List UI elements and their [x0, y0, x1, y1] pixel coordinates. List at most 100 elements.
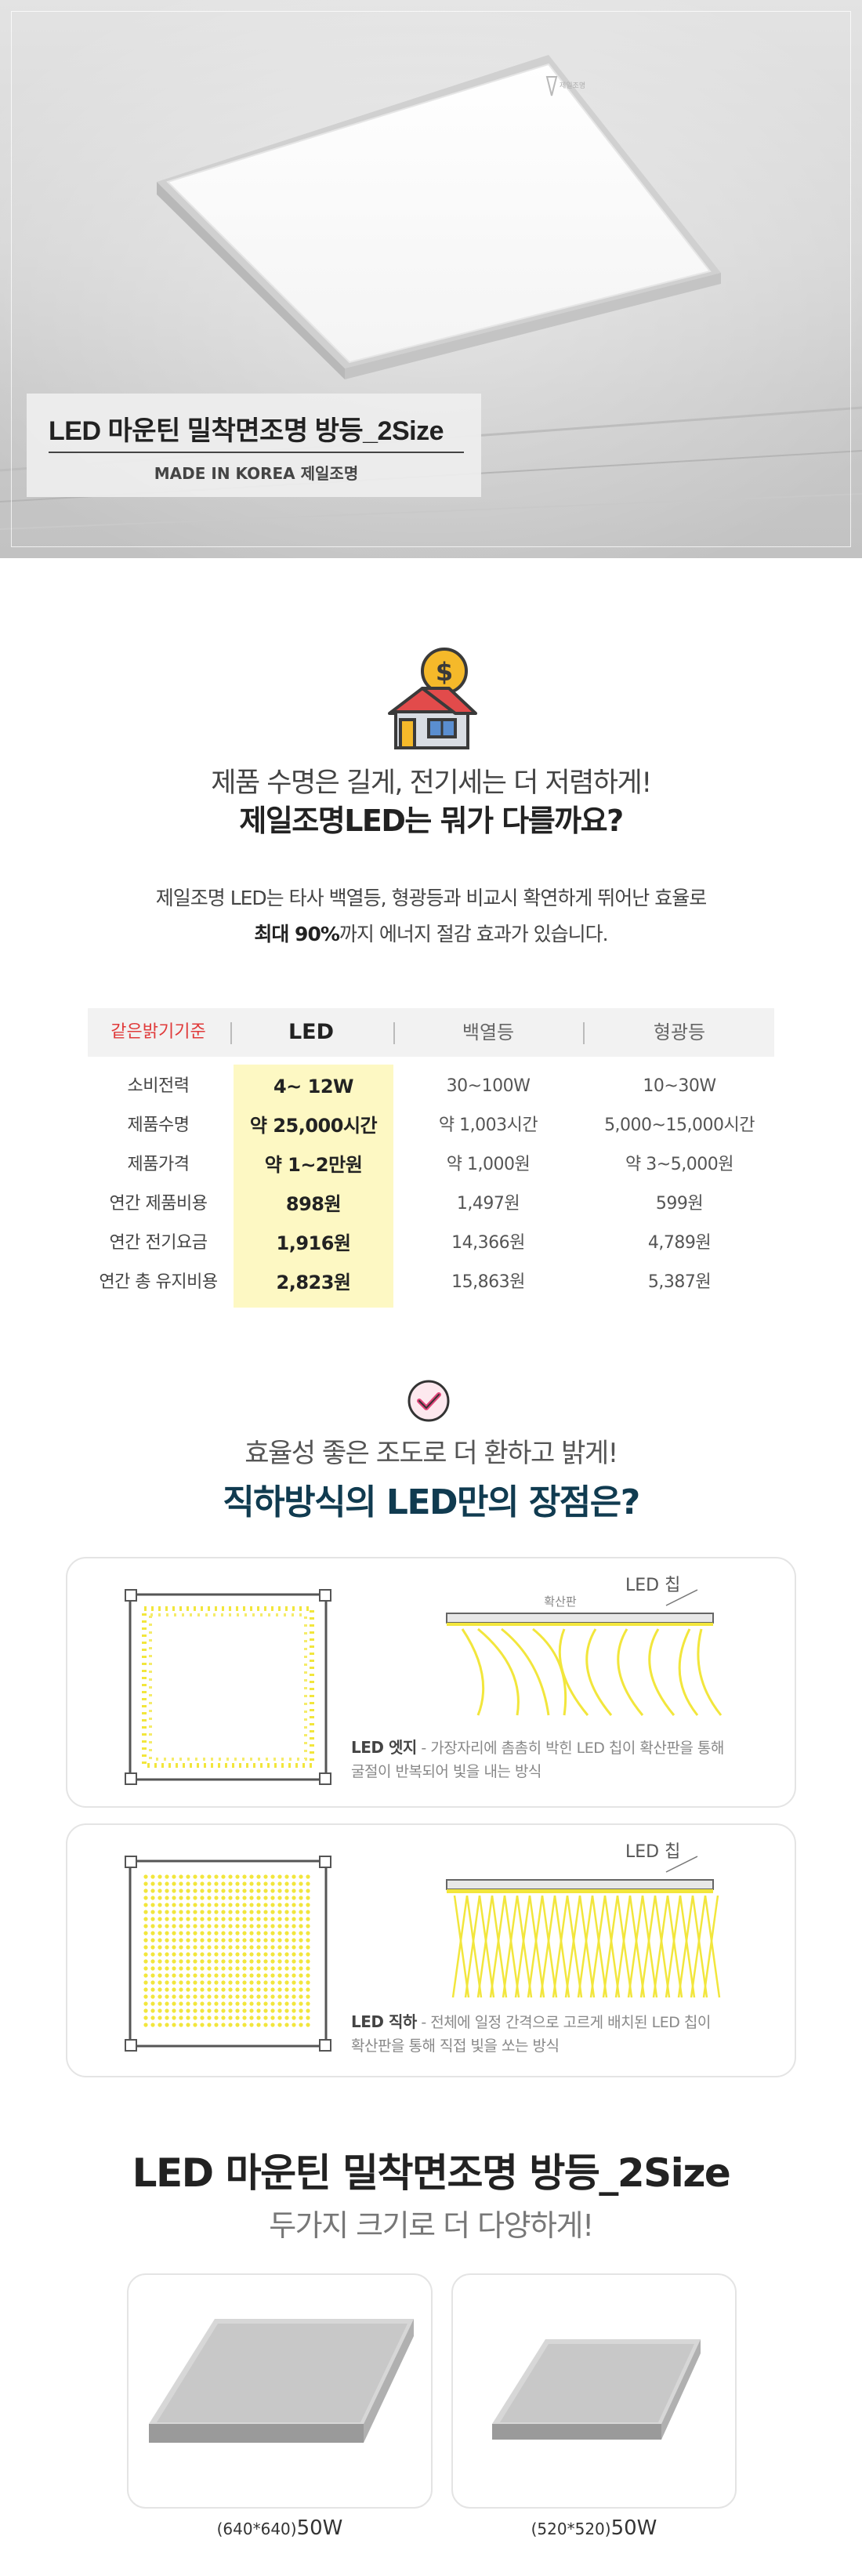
led-dot — [249, 1896, 254, 1900]
led-dot — [256, 1966, 261, 1971]
led-dot — [158, 1924, 162, 1928]
led-dot — [270, 1973, 275, 1978]
led-dot — [158, 1888, 162, 1893]
led-dot — [263, 1896, 268, 1900]
led-dot — [207, 1938, 212, 1943]
header-separator — [583, 1022, 585, 1044]
led-dot — [186, 1874, 190, 1879]
led-dot — [235, 1959, 240, 1964]
led-dot — [299, 1931, 303, 1936]
led-dot — [200, 2015, 205, 2020]
led-dot — [242, 1917, 247, 1921]
led-dot — [143, 2023, 148, 2027]
led-dot — [158, 1945, 162, 1950]
led-dot — [228, 1987, 233, 1992]
led-dot — [235, 1881, 240, 1886]
led-dot — [221, 1910, 226, 1914]
led-dot — [179, 1874, 183, 1879]
led-dot — [277, 1980, 282, 1985]
led-dot — [235, 1888, 240, 1893]
led-dot — [150, 1959, 155, 1964]
led-dot — [235, 1924, 240, 1928]
led-dot — [193, 1980, 197, 1985]
table-row: 연간 총 유지비용 2,823원 15,863원 5,387원 — [88, 1264, 774, 1301]
led-dot — [214, 2023, 219, 2027]
led-dot — [179, 1896, 183, 1900]
led-dot — [179, 1945, 183, 1950]
led-dot — [306, 2023, 310, 2027]
led-dot — [242, 1980, 247, 1985]
led-dot — [228, 1917, 233, 1921]
hero-divider — [49, 452, 464, 453]
led-dot — [179, 1938, 183, 1943]
hero-subtitle: MADE IN KOREA 제일조명 — [154, 464, 359, 483]
led-dot — [242, 1966, 247, 1971]
led-dot — [235, 1945, 240, 1950]
led-dot — [228, 1945, 233, 1950]
led-dot — [172, 1896, 176, 1900]
led-dot — [242, 1959, 247, 1964]
product-card-small[interactable] — [451, 2273, 737, 2509]
led-dot — [306, 1881, 310, 1886]
led-dot — [292, 2008, 296, 2013]
led-dot — [221, 1987, 226, 1992]
led-dot — [207, 1888, 212, 1893]
comparison-table-header: 같은밝기기준 LED 백열등 형광등 — [88, 1008, 774, 1057]
led-dot — [284, 2023, 289, 2027]
led-dot — [158, 1881, 162, 1886]
led-dot — [284, 1903, 289, 1907]
led-dot — [228, 1938, 233, 1943]
light-ray — [628, 1895, 646, 1998]
led-dot — [193, 1896, 197, 1900]
table-row: 제품가격 약 1~2만원 약 1,000원 약 3~5,000원 — [88, 1146, 774, 1184]
edge-light-path-diagram: 확산판 — [446, 1589, 723, 1716]
led-dot — [143, 1987, 148, 1992]
light-ray — [502, 1895, 519, 1998]
led-dot — [299, 2015, 303, 2020]
led-dot — [263, 1952, 268, 1957]
incandescent-value: 약 1,003시간 — [438, 1116, 538, 1135]
product-card-large[interactable] — [127, 2273, 433, 2509]
led-dot — [150, 1931, 155, 1936]
light-ray — [514, 1895, 531, 1998]
led-dot — [158, 1952, 162, 1957]
led-dot — [214, 2001, 219, 2006]
led-dot — [284, 1945, 289, 1950]
led-dot — [158, 2023, 162, 2027]
led-dot — [228, 1888, 233, 1893]
led-dot — [235, 1994, 240, 1999]
led-dot — [299, 1966, 303, 1971]
led-dot — [143, 2015, 148, 2020]
led-dot — [158, 1917, 162, 1921]
led-dot — [200, 1896, 205, 1900]
led-dot — [263, 1938, 268, 1943]
light-ray — [603, 1895, 621, 1998]
led-dot — [228, 1952, 233, 1957]
led-dot — [284, 1881, 289, 1886]
led-dot — [277, 1966, 282, 1971]
led-dot — [179, 1987, 183, 1992]
led-dot — [193, 1874, 197, 1879]
led-dot — [165, 1973, 169, 1978]
led-dot — [242, 1924, 247, 1928]
led-dot — [292, 1874, 296, 1879]
led-dot — [214, 1931, 219, 1936]
led-dot — [193, 2008, 197, 2013]
led-dot — [242, 1973, 247, 1978]
led-dot — [186, 1924, 190, 1928]
led-dot — [143, 1888, 148, 1893]
led-dot — [158, 1903, 162, 1907]
led-dot — [249, 1959, 254, 1964]
led-dot — [221, 1945, 226, 1950]
led-dot — [158, 1874, 162, 1879]
led-dot — [150, 1903, 155, 1907]
led-dot — [292, 1896, 296, 1900]
led-dot — [200, 1888, 205, 1893]
led-dot — [270, 1924, 275, 1928]
incandescent-value: 약 1,000원 — [446, 1155, 531, 1174]
led-dot — [193, 1881, 197, 1886]
led-dot — [284, 1910, 289, 1914]
incandescent-value: 1,497원 — [456, 1194, 520, 1214]
led-dot — [207, 1952, 212, 1957]
led-dot — [143, 1896, 148, 1900]
